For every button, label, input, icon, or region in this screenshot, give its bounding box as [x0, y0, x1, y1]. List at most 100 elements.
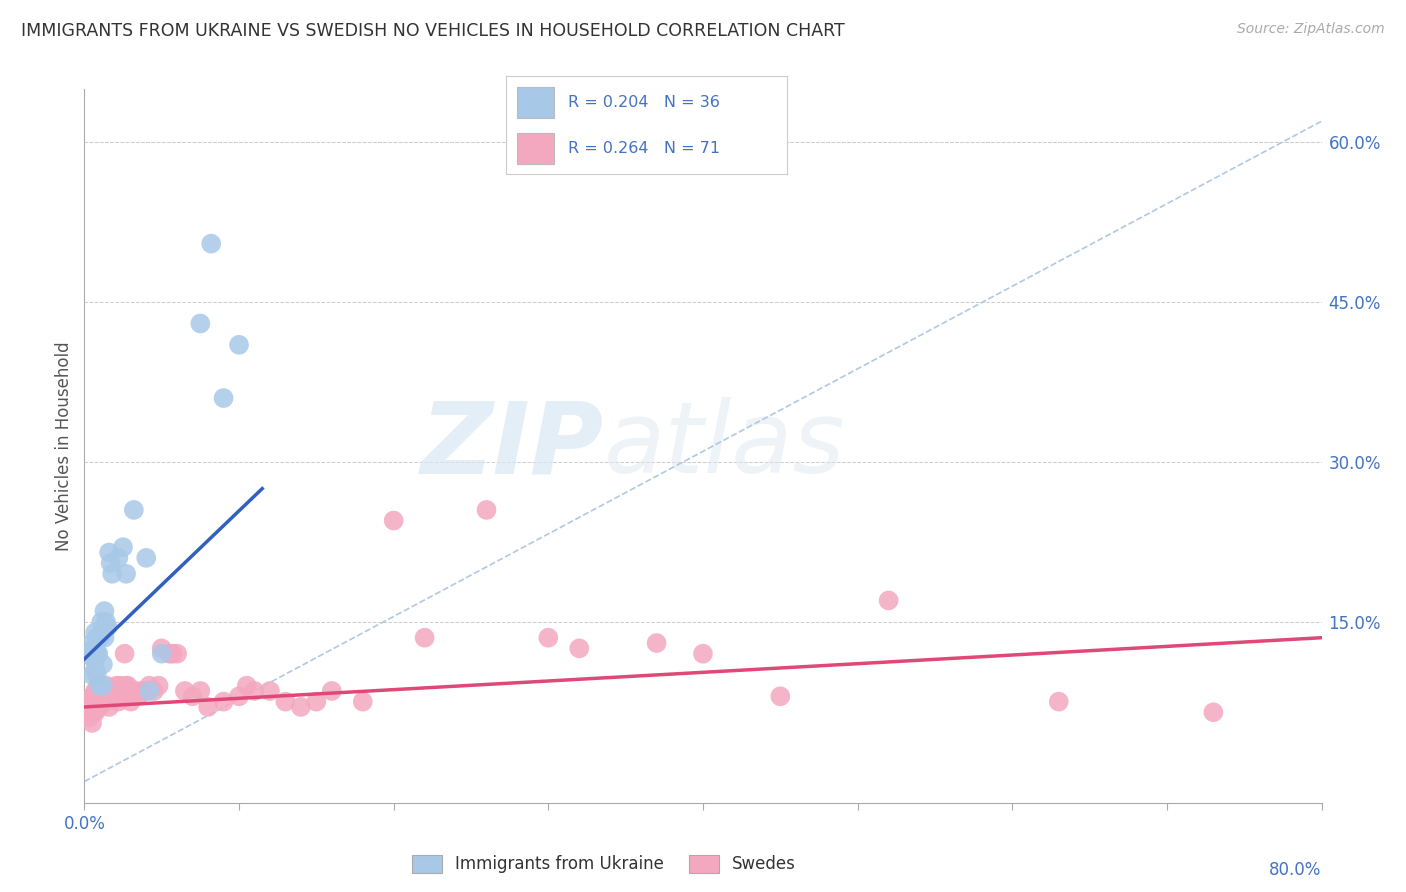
Point	[93, 604, 115, 618]
Point	[645, 636, 668, 650]
Point	[89, 700, 111, 714]
Point	[212, 695, 235, 709]
Point	[83, 652, 105, 666]
Point	[83, 641, 105, 656]
Point	[98, 700, 121, 714]
Point	[128, 690, 150, 704]
Point	[82, 668, 104, 682]
Point	[124, 684, 146, 698]
Text: Source: ZipAtlas.com: Source: ZipAtlas.com	[1237, 22, 1385, 37]
Point	[138, 684, 160, 698]
Point	[90, 615, 112, 629]
Point	[150, 647, 173, 661]
Point	[181, 690, 204, 704]
Point	[91, 679, 114, 693]
Point	[77, 647, 100, 661]
Point	[174, 684, 197, 698]
Point	[108, 679, 131, 693]
Point	[143, 684, 166, 698]
Point	[104, 684, 127, 698]
Point	[89, 684, 111, 698]
Point	[82, 636, 104, 650]
Point	[100, 556, 122, 570]
Point	[90, 695, 112, 709]
Point	[259, 684, 281, 698]
Point	[84, 663, 107, 677]
Point	[120, 695, 142, 709]
Point	[90, 684, 112, 698]
Point	[82, 715, 104, 730]
Point	[77, 710, 100, 724]
Point	[84, 625, 107, 640]
Point	[115, 566, 138, 581]
Point	[305, 695, 328, 709]
Point	[159, 647, 181, 661]
Point	[97, 690, 120, 704]
Point	[103, 684, 125, 698]
Text: ZIP: ZIP	[420, 398, 605, 494]
Point	[93, 690, 115, 704]
Point	[150, 641, 173, 656]
Legend: Immigrants from Ukraine, Swedes: Immigrants from Ukraine, Swedes	[405, 848, 803, 880]
Point	[84, 706, 107, 720]
Point	[115, 679, 138, 693]
Point	[212, 391, 235, 405]
Point	[228, 338, 250, 352]
Point	[107, 550, 129, 565]
Point	[94, 615, 117, 629]
Point	[162, 647, 184, 661]
Point	[1202, 706, 1225, 720]
Point	[321, 684, 343, 698]
Point	[166, 647, 188, 661]
Point	[110, 690, 132, 704]
Point	[188, 317, 212, 331]
Point	[475, 503, 498, 517]
Point	[87, 695, 110, 709]
Point	[382, 514, 405, 528]
Point	[86, 631, 108, 645]
Point	[121, 684, 143, 698]
Point	[83, 690, 105, 704]
Point	[122, 503, 145, 517]
Point	[100, 684, 122, 698]
Point	[1047, 695, 1070, 709]
FancyBboxPatch shape	[517, 87, 554, 118]
Text: atlas: atlas	[605, 398, 845, 494]
Point	[877, 593, 900, 607]
Point	[84, 684, 107, 698]
Point	[86, 647, 108, 661]
Point	[87, 647, 110, 661]
Point	[228, 690, 250, 704]
Point	[91, 690, 114, 704]
Point	[87, 679, 110, 693]
Point	[101, 566, 124, 581]
Point	[117, 679, 139, 693]
Point	[148, 679, 170, 693]
Point	[94, 679, 117, 693]
Point	[114, 647, 136, 661]
Point	[138, 679, 160, 693]
Point	[89, 679, 111, 693]
Point	[188, 684, 212, 698]
Point	[98, 545, 121, 559]
FancyBboxPatch shape	[517, 133, 554, 164]
Point	[131, 684, 153, 698]
Point	[769, 690, 792, 704]
Point	[537, 631, 560, 645]
Point	[352, 695, 374, 709]
Point	[290, 700, 312, 714]
Point	[83, 706, 105, 720]
Text: 80.0%: 80.0%	[1270, 862, 1322, 880]
Point	[107, 695, 129, 709]
Point	[86, 668, 108, 682]
Point	[82, 690, 104, 704]
Point	[87, 631, 110, 645]
Point	[97, 620, 120, 634]
Point	[84, 652, 107, 666]
Text: IMMIGRANTS FROM UKRAINE VS SWEDISH NO VEHICLES IN HOUSEHOLD CORRELATION CHART: IMMIGRANTS FROM UKRAINE VS SWEDISH NO VE…	[21, 22, 845, 40]
Point	[112, 540, 135, 554]
Point	[197, 700, 219, 714]
Text: R = 0.204   N = 36: R = 0.204 N = 36	[568, 95, 720, 110]
Point	[89, 631, 111, 645]
Point	[200, 236, 222, 251]
